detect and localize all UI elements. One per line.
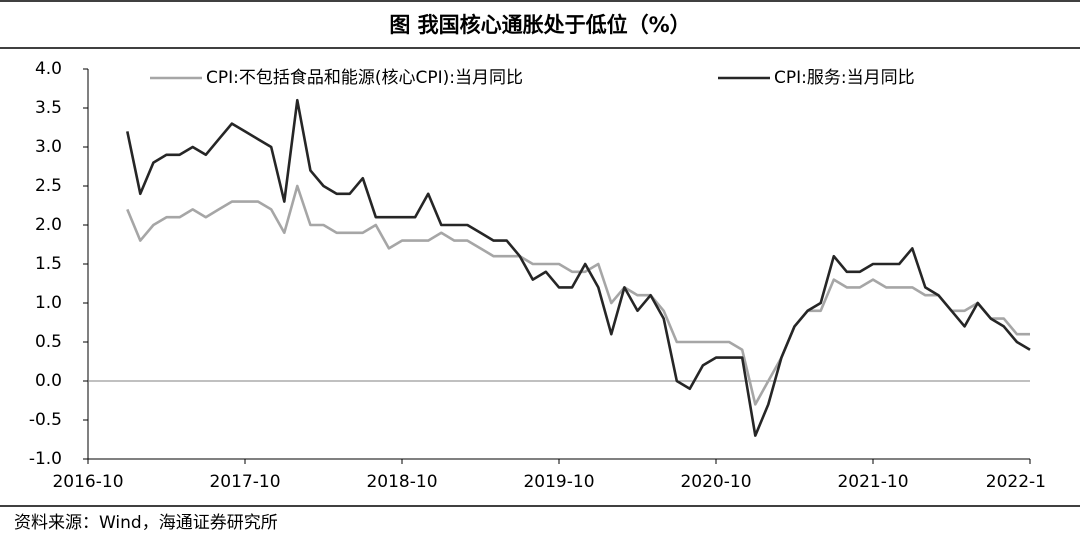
y-tick-label: 4.0 — [35, 59, 62, 79]
y-tick-label: 1.5 — [35, 254, 62, 274]
source: 资料来源：Wind，海通证券研究所 — [14, 513, 278, 533]
x-tick-label: 2018-10 — [366, 472, 437, 492]
y-tick-label: 3.5 — [35, 98, 62, 118]
series-line — [126, 184, 1030, 406]
y-tick-label: -1.0 — [29, 449, 62, 469]
x-tick-label: 2016-10 — [52, 472, 123, 492]
x-tick-label: 2022-1 — [986, 472, 1046, 492]
legend-label: CPI:不包括食品和能源(核心CPI):当月同比 — [206, 68, 523, 88]
y-tick-label: 2.5 — [35, 176, 62, 196]
x-tick-label: 2020-10 — [680, 472, 751, 492]
x-tick-label: 2017-10 — [209, 472, 280, 492]
y-tick-label: 0.5 — [35, 332, 62, 352]
legend-label: CPI:服务:当月同比 — [774, 68, 915, 88]
x-tick-label: 2021-10 — [837, 472, 908, 492]
series-line — [126, 98, 1031, 437]
chart-title: 图 我国核心通胀处于低位（%） — [389, 13, 690, 37]
y-tick-label: 2.0 — [35, 215, 62, 235]
y-tick-label: -0.5 — [29, 410, 62, 430]
y-tick-label: 3.0 — [35, 137, 62, 157]
y-tick-label: 0.0 — [35, 371, 62, 391]
x-tick-label: 2019-10 — [523, 472, 594, 492]
y-tick-label: 1.0 — [35, 293, 62, 313]
